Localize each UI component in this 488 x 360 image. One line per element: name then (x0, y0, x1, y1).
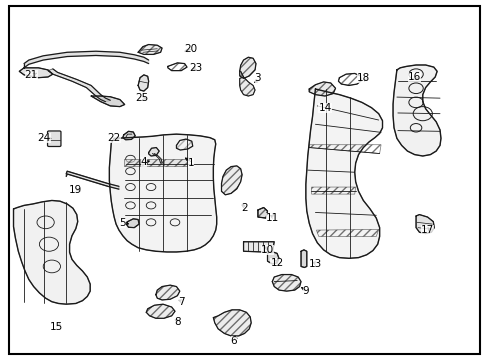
Text: 20: 20 (184, 44, 197, 54)
Polygon shape (19, 68, 53, 78)
Polygon shape (257, 207, 267, 218)
Polygon shape (221, 166, 242, 195)
Polygon shape (148, 148, 159, 156)
Polygon shape (163, 159, 186, 166)
Polygon shape (239, 57, 256, 78)
Polygon shape (109, 134, 216, 252)
Text: 12: 12 (270, 258, 283, 268)
Text: 25: 25 (135, 93, 148, 103)
Polygon shape (392, 65, 440, 156)
Text: 16: 16 (407, 72, 420, 82)
Polygon shape (308, 82, 335, 96)
Text: 18: 18 (356, 73, 369, 84)
Text: 22: 22 (107, 133, 121, 143)
Polygon shape (122, 131, 135, 140)
Polygon shape (305, 89, 382, 258)
Text: 15: 15 (50, 323, 63, 333)
Polygon shape (156, 285, 180, 300)
Polygon shape (213, 310, 251, 336)
Text: 7: 7 (178, 297, 184, 307)
Text: 3: 3 (254, 73, 261, 84)
Polygon shape (126, 219, 139, 228)
Text: 4: 4 (140, 157, 147, 167)
Text: 10: 10 (261, 245, 273, 255)
Polygon shape (272, 275, 301, 291)
Polygon shape (24, 51, 148, 68)
FancyBboxPatch shape (47, 131, 61, 147)
Polygon shape (91, 96, 124, 107)
Text: 11: 11 (265, 213, 278, 223)
Text: 21: 21 (24, 70, 38, 80)
Polygon shape (301, 250, 306, 267)
Text: 5: 5 (119, 218, 125, 228)
Polygon shape (243, 242, 274, 252)
Polygon shape (48, 69, 110, 102)
Text: 2: 2 (241, 203, 247, 213)
Polygon shape (138, 45, 162, 54)
Polygon shape (146, 304, 175, 318)
Text: 13: 13 (308, 259, 322, 269)
Text: 17: 17 (420, 225, 433, 235)
Polygon shape (267, 251, 279, 264)
Polygon shape (123, 159, 139, 166)
Polygon shape (239, 71, 255, 96)
Polygon shape (415, 215, 433, 234)
Polygon shape (66, 171, 119, 189)
Polygon shape (138, 75, 148, 91)
Text: 14: 14 (318, 103, 331, 113)
Text: 1: 1 (187, 158, 194, 168)
Text: 6: 6 (230, 336, 237, 346)
Polygon shape (14, 201, 90, 304)
Text: 23: 23 (188, 63, 202, 73)
Text: 24: 24 (38, 133, 51, 143)
Text: 9: 9 (302, 286, 308, 296)
Polygon shape (140, 159, 163, 166)
Text: 8: 8 (174, 317, 181, 327)
Text: 19: 19 (69, 185, 82, 195)
